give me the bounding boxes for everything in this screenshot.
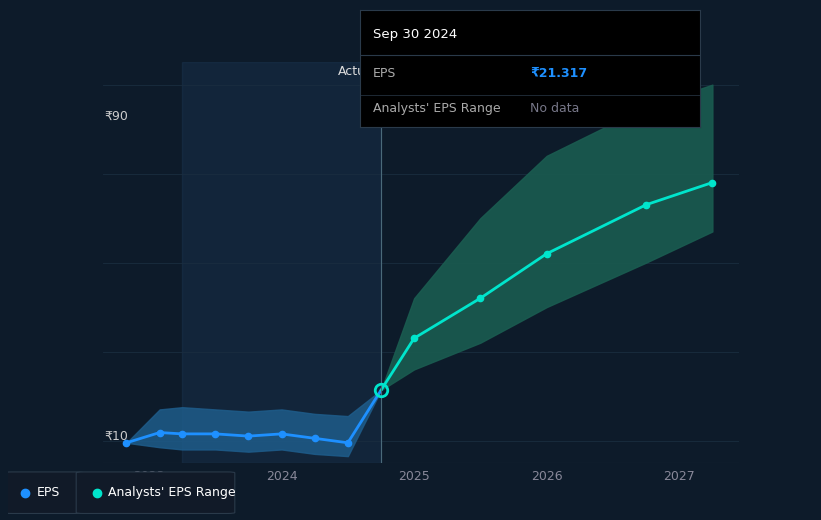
Text: Analysts' EPS Range: Analysts' EPS Range	[108, 486, 236, 499]
Text: ₹10: ₹10	[104, 430, 128, 443]
Text: Analysts Forecasts: Analysts Forecasts	[385, 65, 502, 78]
FancyBboxPatch shape	[4, 472, 84, 513]
Text: EPS: EPS	[374, 67, 397, 80]
FancyBboxPatch shape	[76, 472, 235, 513]
Text: Actual: Actual	[337, 65, 377, 78]
Text: Sep 30 2024: Sep 30 2024	[374, 28, 457, 41]
Text: ₹90: ₹90	[104, 110, 128, 123]
Text: EPS: EPS	[37, 486, 60, 499]
Text: No data: No data	[530, 101, 580, 114]
Text: Analysts' EPS Range: Analysts' EPS Range	[374, 101, 501, 114]
Bar	[182, 62, 381, 463]
Text: ₹21.317: ₹21.317	[530, 67, 587, 80]
